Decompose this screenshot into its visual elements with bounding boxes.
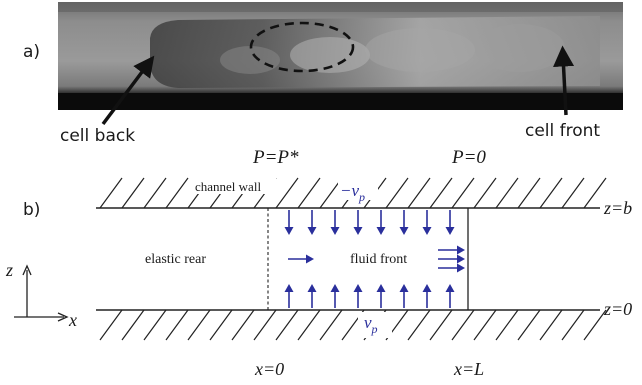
axis-x-label: x: [68, 310, 77, 330]
hatch-line: [495, 177, 519, 209]
outflow-arrowhead: [457, 254, 465, 264]
hatch-line: [165, 309, 189, 341]
inflow-arrowhead-up: [353, 284, 363, 292]
inflow-arrowhead-up: [330, 284, 340, 292]
inflow-arrowhead-down: [330, 227, 340, 235]
inflow-arrowhead-down: [307, 227, 317, 235]
inflow-arrowhead-up: [376, 284, 386, 292]
hatch-line: [429, 177, 453, 209]
inflow-arrowhead-up: [399, 284, 409, 292]
inflow-arrowhead-down: [284, 227, 294, 235]
hatch-line: [385, 177, 409, 209]
hatch-line: [143, 177, 167, 209]
bottom-wall-hatching: [99, 309, 607, 341]
flow-arrowhead-right: [306, 254, 314, 264]
cell-front-arrow: [553, 45, 575, 116]
pressure-left-label: P=P*: [252, 147, 299, 168]
fluid-front-label: fluid front: [350, 252, 407, 267]
panel-a-label: a): [23, 42, 40, 62]
outflow-arrowhead: [457, 263, 465, 273]
micrograph: [58, 2, 623, 110]
panel-b-label: b): [23, 200, 40, 220]
cell-front-label: cell front: [525, 121, 600, 141]
hatch-line: [561, 309, 585, 341]
cell-back-arrow: [101, 55, 155, 126]
hatch-line: [121, 177, 145, 209]
hatch-line: [275, 177, 299, 209]
highlight-ellipse: [249, 21, 355, 73]
cell-back-label: cell back: [60, 126, 135, 146]
hatch-line: [451, 177, 475, 209]
hatch-line: [231, 309, 255, 341]
z-bottom-label: z=0: [603, 299, 632, 319]
hatch-line: [187, 309, 211, 341]
hatch-line: [495, 309, 519, 341]
hatch-line: [99, 177, 123, 209]
inflow-arrowhead-down: [376, 227, 386, 235]
hatch-line: [407, 309, 431, 341]
hatch-line: [583, 177, 607, 209]
hatch-line: [143, 309, 167, 341]
hatch-line: [275, 309, 299, 341]
inflow-arrowhead-down: [445, 227, 455, 235]
inflow-arrowhead-up: [445, 284, 455, 292]
hatch-line: [165, 177, 189, 209]
inflow-arrowhead-up: [284, 284, 294, 292]
outflow-arrowhead: [457, 245, 465, 255]
hatch-line: [473, 177, 497, 209]
x-left-label: x=0: [254, 359, 284, 379]
z-top-label: z=b: [603, 198, 632, 218]
channel-wall-label: channel wall: [195, 179, 261, 194]
velocity-bottom-label: vp: [364, 313, 378, 336]
velocity-top-label: −vp: [340, 181, 365, 204]
inflow-arrowhead-down: [422, 227, 432, 235]
flow-arrows: [284, 210, 465, 308]
hatch-line: [319, 309, 343, 341]
elastic-rear-label: elastic rear: [145, 252, 206, 267]
hatch-line: [517, 177, 541, 209]
hatch-line: [121, 309, 145, 341]
coordinate-axes: [14, 264, 69, 322]
hatch-line: [517, 309, 541, 341]
hatch-line: [473, 309, 497, 341]
x-right-label: x=L: [453, 359, 484, 379]
inflow-arrowhead-down: [353, 227, 363, 235]
hatch-line: [297, 177, 321, 209]
hatch-line: [407, 177, 431, 209]
axis-z-label: z: [5, 260, 13, 280]
hatch-line: [539, 309, 563, 341]
hatch-line: [209, 309, 233, 341]
inflow-arrowhead-down: [399, 227, 409, 235]
hatch-line: [99, 309, 123, 341]
inflow-arrowhead-up: [307, 284, 317, 292]
hatch-line: [539, 177, 563, 209]
hatch-line: [451, 309, 475, 341]
hatch-line: [583, 309, 607, 341]
inflow-arrowhead-up: [422, 284, 432, 292]
hatch-line: [297, 309, 321, 341]
hatch-line: [429, 309, 453, 341]
hatch-line: [253, 309, 277, 341]
pressure-right-label: P=0: [451, 147, 486, 168]
hatch-line: [561, 177, 585, 209]
